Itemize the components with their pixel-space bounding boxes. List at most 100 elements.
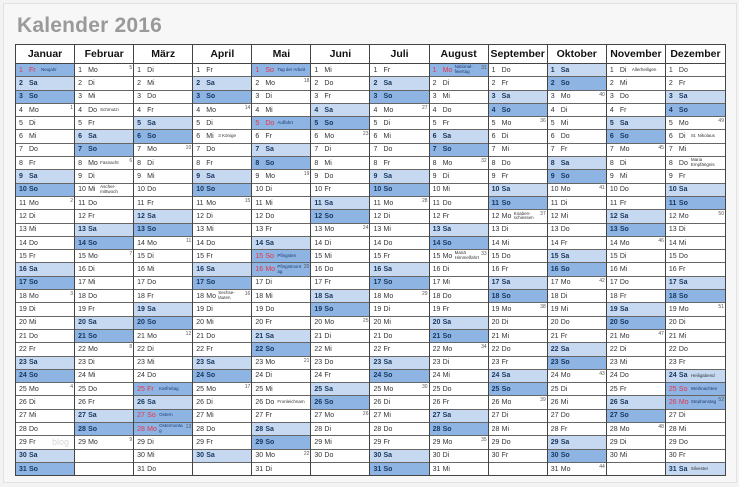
weekday-label: Di	[29, 305, 36, 313]
weekday-label: Mi	[501, 425, 510, 433]
weekday-label: Fr	[206, 345, 213, 353]
weekday-label: Mo	[265, 266, 276, 274]
day-number: 15	[491, 252, 500, 260]
day-number: 2	[432, 79, 437, 87]
day-number: 29	[19, 438, 27, 446]
weekday-label: Fr	[265, 133, 272, 141]
weekday-label: Do	[324, 266, 334, 274]
weekday-label: Do	[29, 332, 38, 340]
day-number: 9	[196, 173, 201, 181]
weekday-label: Sa	[442, 319, 452, 327]
day-number: 8	[78, 159, 82, 167]
day-cell: 16 Do	[311, 263, 370, 277]
day-cell: 21 Do	[370, 329, 429, 344]
month-header: Mai	[252, 45, 311, 64]
weekday-label: So	[324, 305, 334, 313]
week-number: 48	[658, 424, 664, 431]
day-cell: 2 Di	[75, 77, 134, 91]
month-header: Dezember	[665, 45, 725, 64]
weekday-label: So	[29, 93, 38, 101]
day-number: 25	[255, 385, 264, 393]
day-number: 23	[137, 359, 145, 367]
day-cell: 12 Sa	[134, 210, 193, 224]
day-cell: 19 Mi	[547, 303, 606, 317]
day-number: 6	[373, 133, 378, 141]
day-number: 10	[668, 186, 677, 194]
month-column: November 1 Di Allerheiligen 2 Mi 3 Do 4 Fr 5 Sa 6 So 7…	[606, 45, 666, 476]
day-number: 19	[668, 305, 677, 313]
week-number: 15	[244, 197, 251, 204]
day-number: 6	[196, 133, 201, 141]
day-cell: 3 Di	[252, 90, 311, 104]
year-calendar: Januar 1 Fr Neujahr 2 Sa 3 So 4 Mo 1 5 Di 6 Mi 7 Do 8 Fr 9 S…	[15, 44, 726, 476]
day-number: 18	[196, 292, 205, 300]
day-cell: 8 Mo 32	[429, 157, 488, 171]
day-number: 7	[609, 146, 614, 154]
day-number: 24	[491, 372, 500, 380]
day-cell: 22 Mi	[311, 343, 370, 357]
day-number: 31	[550, 465, 559, 473]
weekday-label: Fr	[265, 319, 272, 327]
weekday-label: Mo	[501, 119, 512, 127]
weekday-label: Di	[501, 226, 509, 234]
day-cell: 9 Do	[311, 170, 370, 184]
day-cell: 14 Mi	[488, 236, 547, 251]
week-number: 19	[303, 171, 310, 178]
weekday-label: Do	[501, 66, 511, 74]
day-cell: 24 So	[370, 369, 429, 384]
week-number: 45	[658, 144, 664, 151]
weekday-label: Mi	[619, 452, 628, 460]
day-number: 20	[432, 319, 441, 327]
day-cell: 1 Di Allerheiligen	[606, 64, 665, 78]
weekday-label: Mo	[678, 305, 689, 313]
day-number: 25	[19, 385, 27, 393]
weekday-label: Fr	[560, 146, 568, 154]
day-cell: 19 Sa	[606, 303, 665, 317]
day-cell: 14 Mi	[665, 236, 725, 251]
weekday-label: Fr	[678, 452, 686, 460]
day-cell: 6 So	[134, 130, 193, 144]
day-number: 25	[550, 385, 559, 393]
day-number: 23	[550, 359, 559, 367]
day-cell: 30 Sa	[16, 449, 75, 463]
weekday-label: Sa	[147, 399, 156, 407]
month-column: April 1 Fr 2 Sa 3 So 4 Mo 14 5 Di 6 Mi 3 Könige 7 Do 8 Fr 9…	[193, 45, 253, 476]
day-number: 27	[609, 412, 618, 420]
weekday-label: Sa	[29, 359, 38, 367]
weekday-label: Mi	[88, 372, 96, 380]
weekday-label: Sa	[147, 305, 156, 313]
day-number: 4	[196, 106, 201, 114]
day-cell: 18 Fr	[134, 290, 193, 304]
day-number: 29	[491, 438, 500, 446]
day-cell: 15 Fr	[16, 250, 75, 264]
week-number: 43	[599, 370, 605, 377]
day-number: 3	[668, 93, 673, 101]
day-number: 9	[19, 173, 23, 181]
day-number: 13	[491, 226, 500, 234]
day-number: 8	[491, 159, 496, 167]
day-cell: 2 Mi	[134, 77, 193, 91]
day-cell: 11 Mo 2	[16, 196, 75, 211]
weekday-label: Mi	[442, 186, 450, 194]
weekday-label: Do	[678, 438, 688, 446]
day-cell: 30 Sa	[193, 449, 252, 463]
day-number: 2	[491, 79, 496, 87]
day-number: 16	[78, 266, 86, 274]
month-column: Juni 1 Mi 2 Do 3 Fr 4 Sa 5 So 6 Mo 23 7 Di 8 Mi 9 Do 10 Fr 11 S…	[311, 45, 371, 476]
holiday-label: Knaben-schiessen	[513, 210, 534, 221]
weekday-label: Mo	[324, 319, 335, 327]
weekday-label: Mo	[88, 438, 98, 446]
weekday-label: Sa	[678, 465, 688, 473]
day-cell: 11 Mo 28	[370, 196, 429, 211]
week-number: 25	[362, 317, 369, 324]
weekday-label: So	[383, 372, 393, 380]
day-number: 16	[314, 266, 323, 274]
day-number: 30	[196, 452, 205, 460]
day-number: 13	[78, 226, 86, 234]
week-number: 31	[481, 65, 487, 71]
weekday-label: Do	[678, 345, 688, 353]
day-cell: 7 Do	[193, 143, 252, 158]
day-number: 28	[491, 425, 500, 433]
day-number: 27	[373, 412, 382, 420]
day-cell: 10 Mi Ascher-mittwoch	[75, 183, 134, 197]
